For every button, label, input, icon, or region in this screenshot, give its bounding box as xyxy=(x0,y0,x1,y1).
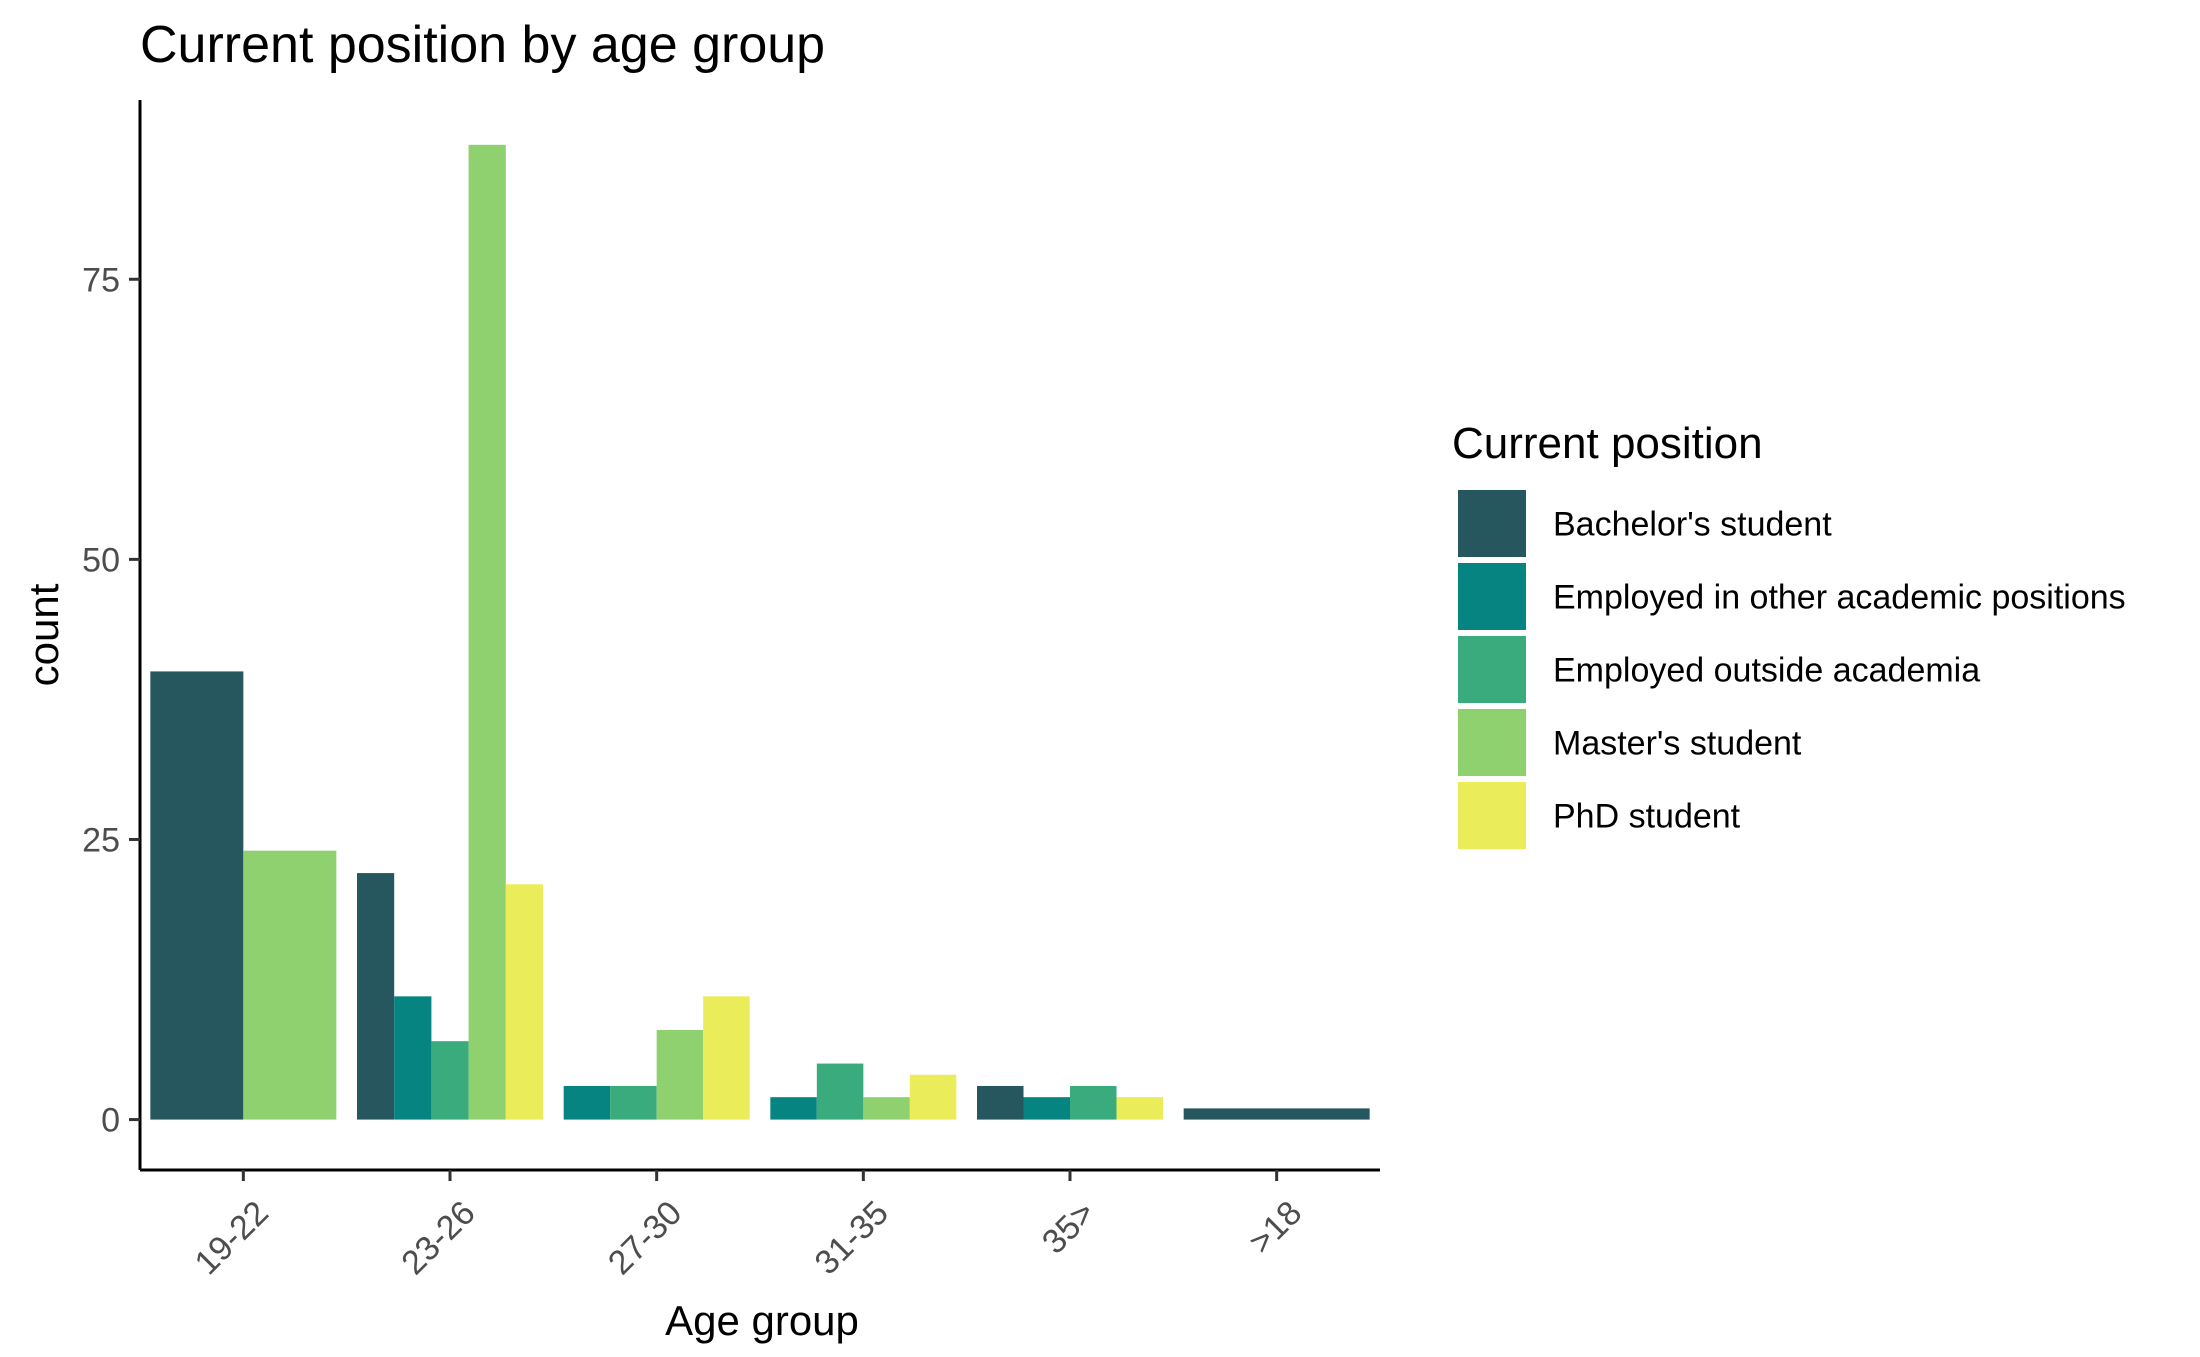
y-tick-label: 0 xyxy=(101,1102,120,1140)
bar-23-26-employed-outside-academia xyxy=(431,1041,469,1120)
bar->18-bachelor-s-student xyxy=(1183,1108,1370,1120)
x-tick-label: 27-30 xyxy=(601,1194,689,1282)
x-axis-label: Age group xyxy=(665,1297,859,1344)
y-tick-label: 25 xyxy=(82,821,120,859)
bar-19-22-bachelor-s-student xyxy=(150,671,244,1120)
bar-19-22-master-s-student xyxy=(243,850,337,1120)
x-tick-label: 19-22 xyxy=(188,1194,276,1282)
bar-27-30-master-s-student xyxy=(656,1029,704,1120)
y-tick-label: 75 xyxy=(82,261,120,299)
chart-title: Current position by age group xyxy=(140,16,825,74)
legend-label: Employed in other academic positions xyxy=(1553,579,2126,617)
x-tick-label: 31-35 xyxy=(808,1194,896,1282)
legend-label: Employed outside academia xyxy=(1553,652,1980,690)
legend-key xyxy=(1458,636,1526,703)
bar-23-26-bachelor-s-student xyxy=(357,873,395,1120)
bar-27-30-employed-in-other-academic-positions xyxy=(563,1085,611,1120)
bar-27-30-employed-outside-academia xyxy=(610,1085,657,1120)
y-axis-label: count xyxy=(20,583,67,686)
bars-group xyxy=(150,144,1370,1120)
legend-title: Current position xyxy=(1452,419,1763,468)
legend-key xyxy=(1458,563,1526,630)
legend-label: Master's student xyxy=(1553,725,1802,763)
x-tick-label: 35> xyxy=(1035,1194,1103,1262)
x-tick-label: >18 xyxy=(1242,1194,1310,1262)
legend-key xyxy=(1458,709,1526,776)
y-axis: 0 25 50 75 xyxy=(82,100,142,1170)
legend: Current position Bachelor's student Emplo… xyxy=(1452,419,2126,849)
bar-35>-employed-in-other-academic-positions xyxy=(1023,1097,1070,1120)
bar-23-26-phd-student xyxy=(505,884,543,1120)
bar-23-26-employed-in-other-academic-positions xyxy=(394,996,432,1120)
bar-31-35-master-s-student xyxy=(863,1097,910,1120)
legend-key xyxy=(1458,782,1526,849)
y-tick-label: 50 xyxy=(82,541,120,579)
bar-31-35-phd-student xyxy=(909,1074,957,1120)
legend-label: PhD student xyxy=(1553,798,1741,836)
bar-35>-phd-student xyxy=(1116,1097,1163,1120)
bar-31-35-employed-outside-academia xyxy=(816,1063,864,1120)
bar-31-35-employed-in-other-academic-positions xyxy=(770,1097,817,1120)
bar-35>-employed-outside-academia xyxy=(1070,1085,1117,1120)
bar-23-26-master-s-student xyxy=(468,144,506,1120)
x-tick-label: 23-26 xyxy=(394,1194,482,1282)
bar-27-30-phd-student xyxy=(703,996,750,1120)
x-axis: 19-22 23-26 27-30 31-35 35> >18 xyxy=(140,1168,1380,1282)
bar-35>-bachelor-s-student xyxy=(977,1085,1024,1120)
legend-label: Bachelor's student xyxy=(1553,506,1832,544)
legend-key xyxy=(1458,490,1526,557)
